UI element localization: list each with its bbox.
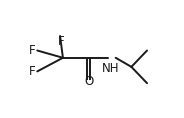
Text: F: F — [58, 35, 65, 48]
Text: F: F — [29, 65, 36, 78]
Text: NH: NH — [102, 62, 119, 75]
Text: O: O — [84, 75, 93, 88]
Text: F: F — [29, 44, 36, 57]
